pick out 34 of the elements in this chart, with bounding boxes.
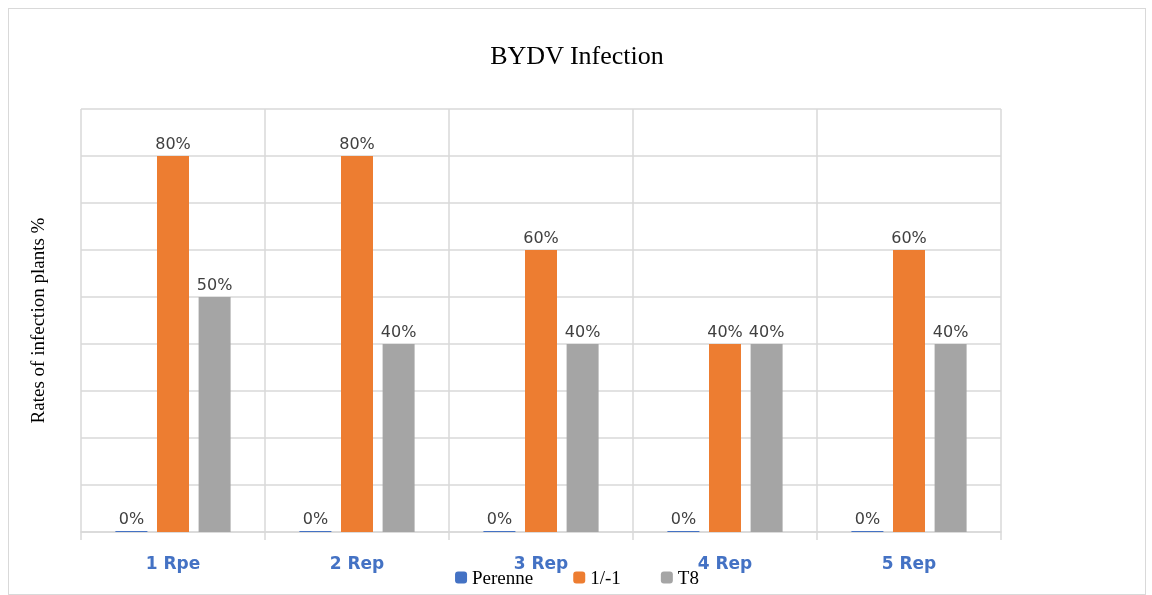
data-label: 60%	[523, 227, 559, 247]
data-label: 80%	[339, 133, 375, 153]
bar	[709, 344, 741, 532]
bar	[525, 250, 557, 532]
legend-label: 1/-1	[590, 567, 621, 588]
data-label: 0%	[118, 508, 145, 528]
data-label: 0%	[670, 508, 697, 528]
bar	[198, 297, 231, 532]
x-tick-label: 2 Rep	[329, 552, 385, 573]
bar	[566, 344, 599, 532]
data-label: 0%	[302, 508, 329, 528]
x-tick-label: 3 Rep	[513, 552, 569, 573]
bar	[157, 156, 189, 532]
y-axis-title: Rates of infection plants %	[27, 217, 48, 424]
data-label: 0%	[486, 508, 513, 528]
bar	[893, 250, 925, 532]
data-label: 40%	[380, 321, 417, 341]
data-label: 40%	[748, 321, 785, 341]
legend-label: T8	[677, 567, 699, 588]
bar	[934, 344, 967, 532]
x-tick-label: 4 Rep	[697, 552, 753, 573]
bar	[341, 156, 373, 532]
bar	[750, 344, 783, 532]
data-label: 0%	[854, 508, 881, 528]
bar	[382, 344, 415, 532]
data-label: 40%	[932, 321, 969, 341]
data-label: 40%	[564, 321, 601, 341]
x-tick-label: 5 Rep	[881, 552, 937, 573]
data-label: 40%	[707, 321, 743, 341]
data-label: 50%	[196, 274, 233, 294]
x-tick-label: 1 Rpe	[145, 552, 201, 573]
chart-title: BYDV Infection	[490, 40, 664, 70]
data-label: 60%	[891, 227, 927, 247]
data-label: 80%	[155, 133, 191, 153]
